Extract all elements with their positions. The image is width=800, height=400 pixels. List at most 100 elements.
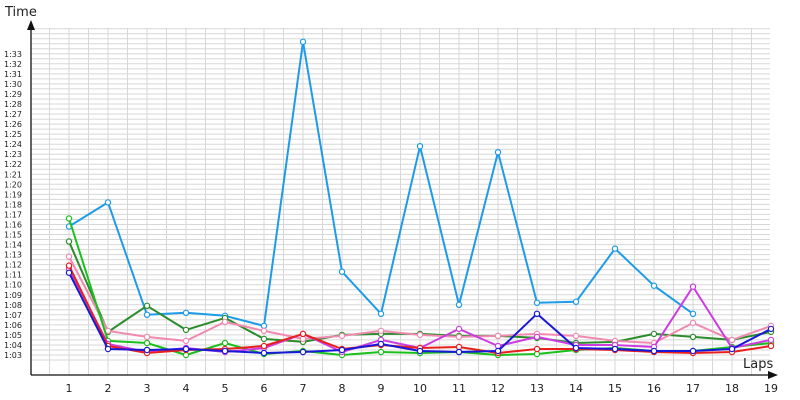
y-tick-label: 1:15: [4, 231, 22, 240]
y-tick-label: 1:20: [4, 180, 22, 189]
data-point: [143, 339, 151, 347]
data-point: [494, 332, 502, 340]
y-tick-label: 1:16: [4, 221, 22, 230]
y-tick-label: 1:21: [4, 170, 22, 179]
data-point: [260, 342, 268, 350]
data-point: [377, 348, 385, 356]
x-tick-label: 10: [413, 382, 427, 395]
y-tick-label: 1:19: [4, 190, 22, 199]
data-point: [221, 339, 229, 347]
x-tick-label: 4: [183, 382, 190, 395]
y-tick-label: 1:25: [4, 130, 22, 139]
x-axis-title: Laps: [743, 357, 773, 372]
data-point: [65, 215, 73, 222]
data-point: [572, 344, 580, 352]
x-tick-label: 7: [300, 382, 307, 395]
data-point: [689, 283, 697, 290]
x-tick-label: 8: [339, 382, 346, 395]
data-point: [299, 38, 307, 46]
x-tick-labels: 1 2 3 4 5 6 7 8 9 10 11 12 13 14 15 16 17 18 19: [66, 382, 779, 395]
y-tick-label: 1:10: [4, 281, 22, 290]
grid: [31, 28, 770, 375]
data-point: [338, 346, 346, 354]
y-axis-arrow: [27, 20, 35, 30]
y-tick-labels: 1:031:041:051:061:071:081:091:101:111:12…: [4, 50, 22, 360]
data-point: [572, 332, 580, 340]
x-tick-label: 9: [378, 382, 385, 395]
data-point: [377, 327, 385, 335]
data-point: [650, 282, 658, 289]
x-tick-label: 6: [261, 382, 268, 395]
data-point: [533, 299, 541, 306]
data-point: [182, 337, 190, 345]
data-point: [650, 330, 658, 338]
data-point: [65, 269, 73, 276]
x-tick-label: 1: [66, 382, 73, 395]
y-tick-label: 1:31: [4, 70, 22, 79]
x-tick-label: 15: [608, 382, 622, 395]
y-tick-label: 1:23: [4, 150, 22, 159]
x-tick-label: 19: [764, 382, 778, 395]
x-tick-label: 11: [452, 382, 466, 395]
y-tick-label: 1:29: [4, 90, 22, 99]
y-tick-label: 1:11: [4, 271, 22, 280]
y-tick-label: 1:07: [4, 311, 22, 320]
data-point: [455, 333, 463, 341]
y-tick-label: 1:06: [4, 321, 22, 330]
data-point: [689, 319, 697, 327]
data-point: [767, 325, 775, 333]
data-point: [65, 253, 73, 260]
data-point: [728, 345, 736, 353]
series-3: [65, 253, 775, 347]
data-point: [104, 199, 112, 206]
data-point: [416, 347, 424, 355]
data-point: [533, 310, 541, 317]
data-point: [455, 301, 463, 308]
data-point: [611, 345, 619, 353]
data-point: [143, 302, 151, 309]
data-point: [338, 332, 346, 340]
data-point: [260, 335, 268, 343]
y-axis-title: Time: [4, 5, 37, 20]
x-tick-label: 16: [647, 382, 661, 395]
x-axis-arrow: [768, 371, 778, 379]
data-point: [689, 310, 697, 317]
y-tick-label: 1:32: [4, 60, 22, 69]
data-point: [182, 309, 190, 316]
data-point: [377, 310, 385, 317]
y-tick-label: 1:26: [4, 120, 22, 129]
data-point: [494, 148, 502, 156]
y-tick-label: 1:03: [4, 351, 22, 360]
data-point: [143, 333, 151, 341]
y-tick-label: 1:17: [4, 210, 22, 219]
y-tick-label: 1:09: [4, 291, 22, 300]
series-7: [65, 269, 775, 357]
y-tick-label: 1:24: [4, 140, 22, 149]
data-point: [689, 347, 697, 355]
x-tick-label: 2: [105, 382, 112, 395]
x-tick-label: 13: [530, 382, 544, 395]
x-tick-label: 12: [491, 382, 505, 395]
data-point: [767, 336, 775, 344]
data-point: [260, 327, 268, 335]
data-point: [728, 336, 736, 344]
x-tick-label: 3: [144, 382, 151, 395]
y-tick-label: 1:30: [4, 80, 22, 89]
data-point: [416, 331, 424, 339]
y-tick-label: 1:08: [4, 301, 22, 310]
y-tick-label: 1:14: [4, 241, 22, 250]
data-point: [689, 333, 697, 341]
x-tick-label: 18: [725, 382, 739, 395]
data-point: [221, 318, 229, 326]
data-point: [338, 268, 346, 275]
series-1: [65, 38, 697, 330]
data-point: [104, 345, 112, 353]
data-point: [767, 342, 775, 350]
y-tick-label: 1:33: [4, 50, 22, 59]
data-point: [611, 245, 619, 252]
data-point: [299, 348, 307, 356]
x-tick-label: 5: [222, 382, 229, 395]
data-point: [572, 298, 580, 305]
x-tick-label: 14: [569, 382, 583, 395]
